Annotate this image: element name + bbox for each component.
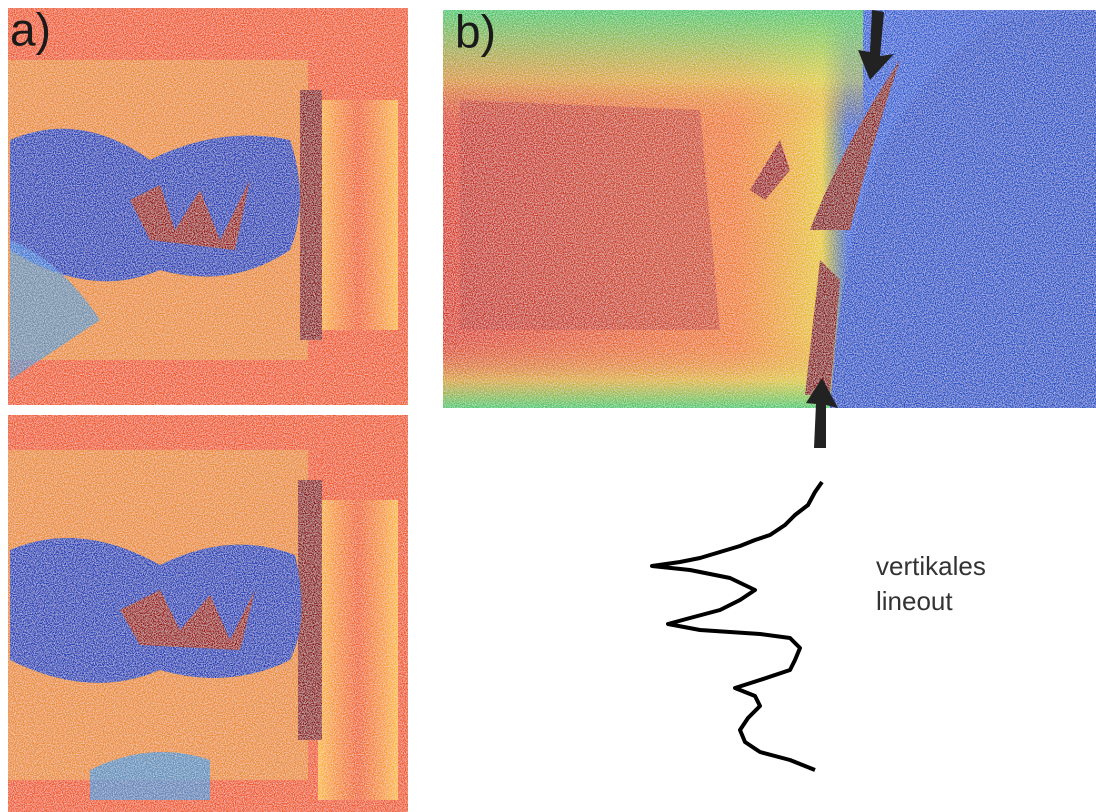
- arrow: [806, 378, 838, 448]
- panel-label: b): [455, 6, 496, 58]
- annotation-line: vertikales: [876, 551, 986, 581]
- panel-label: a): [10, 4, 51, 56]
- annotation-line: lineout: [876, 586, 953, 616]
- panel-b-image: [443, 10, 1096, 408]
- lineout-curve: [650, 480, 824, 772]
- panel-a-bottom-image: [8, 415, 408, 812]
- panel-a-top-image: [8, 8, 408, 405]
- arrow: [858, 10, 894, 80]
